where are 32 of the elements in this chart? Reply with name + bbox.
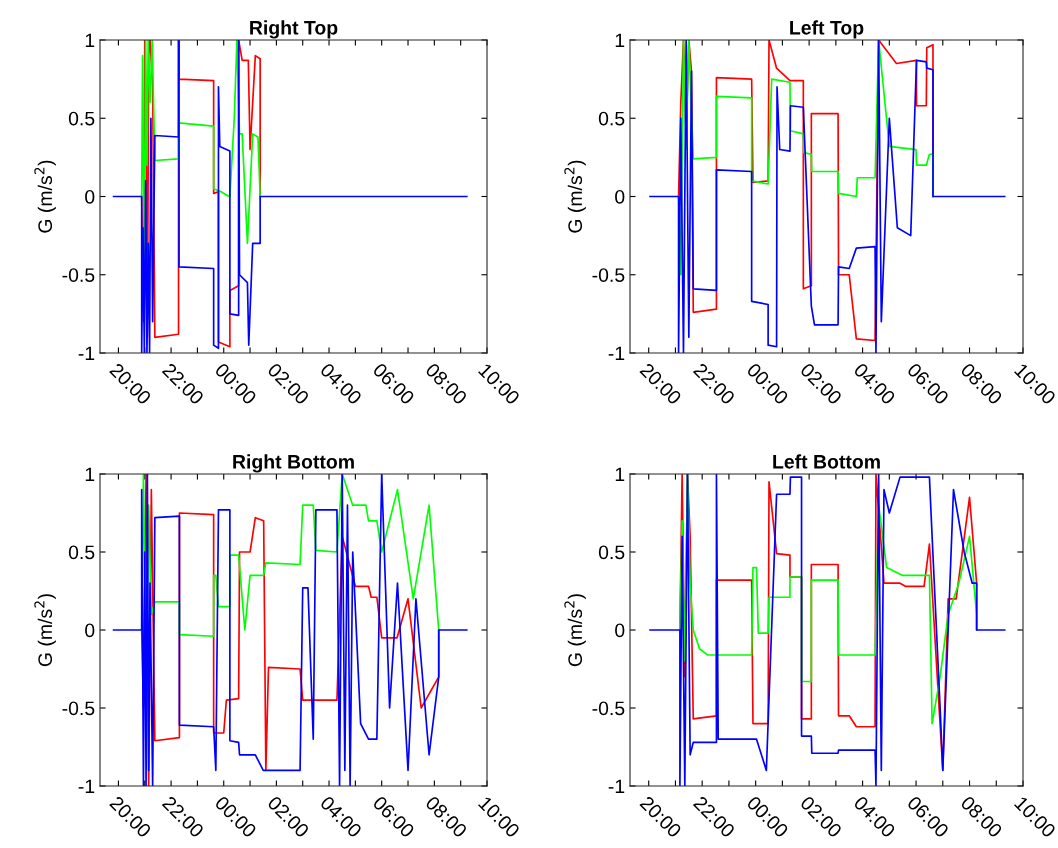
chart-title: Right Bottom (233, 454, 354, 473)
y-tick-label: 1 (85, 33, 95, 48)
y-tick-label: -1 (78, 346, 95, 361)
y-axis-title: G (m/s$^{2}$) (564, 160, 586, 233)
y-tick-label: -1 (608, 346, 625, 361)
y-axis-title: G (m/s$^{2}$) (34, 594, 56, 667)
y-tick-label: 0 (85, 623, 95, 638)
y-tick-label: -0.5 (62, 701, 95, 716)
y-axis-title: G (m/s$^{2}$) (34, 160, 56, 233)
chart-title: Right Top (250, 20, 338, 39)
y-tick-label: 1 (615, 33, 625, 48)
y-axis-title: G (m/s$^{2}$) (564, 594, 586, 667)
y-tick-label: -0.5 (592, 701, 625, 716)
y-tick-label: -1 (78, 779, 95, 794)
y-tick-label: 0 (85, 189, 95, 204)
y-tick-label: 0 (615, 623, 625, 638)
line-series (649, 474, 1006, 786)
y-tick-label: -1 (608, 779, 625, 794)
chart-title: Left Bottom (773, 454, 880, 469)
y-tick-label: 0.5 (598, 545, 625, 560)
y-tick-label: 0 (615, 189, 625, 204)
line-series (649, 40, 1006, 353)
y-tick-label: 0.5 (68, 111, 95, 126)
y-tick-label: 1 (85, 467, 95, 482)
chart-title: Left Top (790, 20, 864, 39)
y-tick-label: 0.5 (598, 111, 625, 126)
y-tick-label: -0.5 (592, 268, 625, 282)
line-series (112, 40, 468, 353)
y-tick-label: 0.5 (68, 545, 95, 560)
y-tick-label: 1 (615, 467, 625, 482)
line-series (112, 474, 468, 786)
y-tick-label: -0.5 (62, 268, 95, 282)
